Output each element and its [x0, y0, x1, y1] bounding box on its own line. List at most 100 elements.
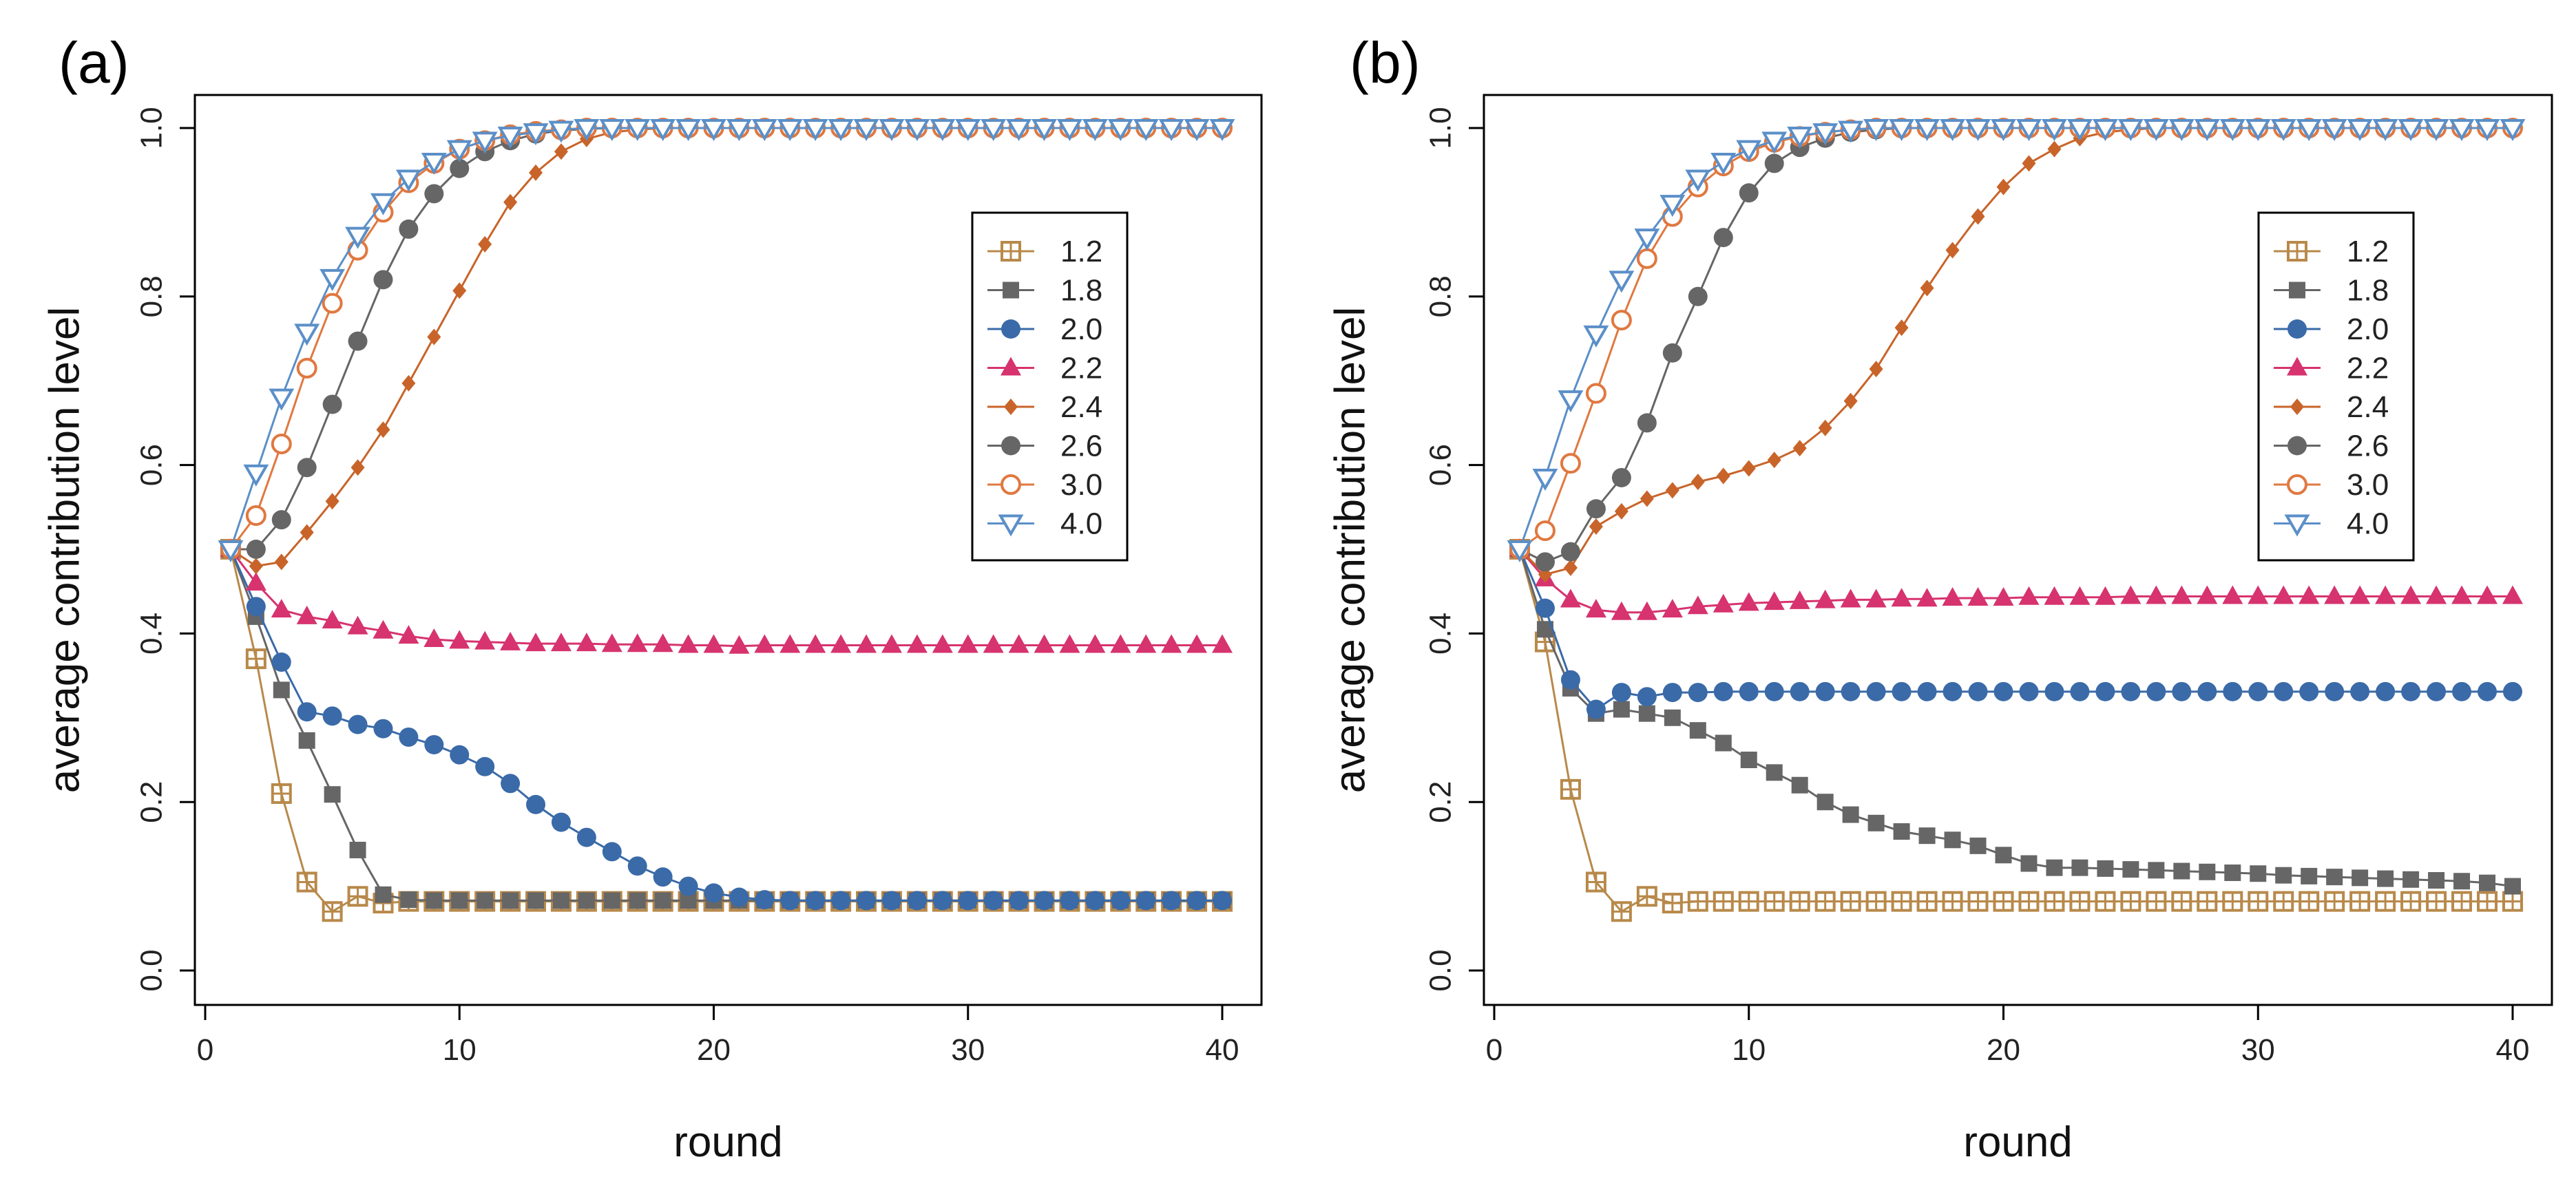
data-point	[932, 634, 953, 653]
data-point	[1507, 540, 1533, 563]
series-line	[1518, 549, 2513, 888]
y-tick-label: 0.2	[1424, 781, 1458, 823]
data-point	[2097, 860, 2114, 877]
data-point	[297, 458, 317, 478]
data-point	[1133, 119, 1159, 142]
data-point	[325, 493, 339, 510]
data-point	[525, 633, 547, 652]
data-point	[322, 293, 343, 314]
data-point	[958, 891, 978, 911]
legend-marker	[1001, 319, 1020, 339]
legend-entry: 1.2	[987, 235, 1102, 268]
data-point	[2146, 681, 2166, 701]
data-point	[2423, 119, 2449, 142]
data-point	[2069, 586, 2091, 605]
legend-entry: 1.8	[987, 274, 1102, 308]
x-tick-label: 30	[951, 1033, 985, 1067]
data-point	[1916, 891, 1938, 912]
data-point	[503, 193, 518, 211]
data-point	[497, 127, 523, 149]
data-point	[2398, 119, 2424, 142]
data-point	[1991, 119, 2016, 142]
data-point	[1611, 467, 1631, 487]
data-point	[2273, 891, 2294, 912]
data-point	[552, 892, 569, 909]
data-point	[449, 630, 470, 649]
data-point	[650, 119, 676, 142]
legend-marker	[1004, 399, 1018, 415]
data-point	[1085, 634, 1106, 653]
data-point	[2248, 585, 2269, 604]
data-point	[853, 119, 879, 142]
data-point	[2479, 874, 2496, 891]
series-line	[1518, 549, 2513, 711]
data-point	[2402, 871, 2420, 888]
data-point	[1609, 271, 1635, 293]
data-point	[320, 268, 346, 291]
data-point	[1638, 705, 1655, 722]
data-point	[1914, 119, 1940, 142]
legend-marker	[1001, 436, 1020, 456]
data-point	[2223, 681, 2243, 701]
data-point	[2199, 863, 2216, 880]
data-point	[526, 794, 546, 814]
data-point	[1636, 601, 1657, 620]
data-point	[2248, 891, 2269, 912]
legend-label: 3.0	[1060, 468, 1102, 502]
data-point	[2146, 585, 2167, 604]
data-point	[1965, 119, 1991, 142]
data-point	[426, 892, 443, 909]
data-point	[424, 734, 444, 754]
panel-a: (a) 0 10 20 30 40 0.0 0.2 0.4 0.6 0.8 1.0 round avera…	[41, 30, 1263, 1166]
data-point	[1920, 279, 1934, 297]
legend-entry: 3.0	[987, 468, 1102, 502]
data-point	[955, 119, 981, 142]
legend-marker	[2287, 357, 2307, 376]
data-point	[1560, 588, 1581, 608]
data-point	[298, 732, 315, 749]
data-point	[879, 119, 905, 142]
data-point	[1842, 806, 1859, 823]
data-point	[1640, 490, 1654, 507]
data-point	[2120, 891, 2142, 912]
data-point	[2375, 891, 2396, 912]
data-point	[1560, 542, 1580, 562]
data-point	[2500, 119, 2526, 142]
y-tick-label: 0.8	[135, 275, 169, 317]
data-point	[1713, 681, 1733, 701]
data-point	[2372, 119, 2398, 142]
series-line	[229, 127, 1222, 550]
data-point	[273, 681, 290, 699]
data-point	[2071, 859, 2088, 876]
data-point	[1665, 482, 1679, 499]
data-point	[1611, 310, 1632, 331]
data-point	[2197, 891, 2218, 912]
data-point	[1889, 119, 1915, 142]
data-point	[2504, 878, 2521, 895]
data-point	[2092, 119, 2118, 142]
data-point	[1738, 592, 1759, 611]
data-point	[399, 727, 419, 747]
legend-entry: 4.0	[2274, 507, 2389, 541]
data-point	[805, 634, 826, 653]
data-point	[2016, 119, 2042, 142]
legend-entry: 1.2	[2274, 235, 2389, 268]
y-tick-label: 0.0	[135, 949, 169, 991]
data-point	[2117, 119, 2144, 142]
data-point	[1710, 152, 1737, 175]
data-point	[957, 634, 978, 653]
data-point	[1865, 588, 1887, 608]
data-point	[2066, 119, 2093, 142]
legend-marker	[2289, 282, 2305, 299]
data-point	[421, 152, 447, 175]
legend-label: 2.2	[2347, 352, 2389, 385]
data-point	[1918, 827, 1936, 845]
data-point	[1869, 361, 1883, 378]
series-line	[1518, 549, 2513, 913]
data-point	[729, 887, 749, 907]
data-point	[375, 886, 392, 903]
data-point	[451, 892, 468, 909]
legend-label: 1.8	[2347, 274, 2389, 308]
data-point	[1532, 468, 1558, 491]
data-point	[857, 891, 877, 911]
